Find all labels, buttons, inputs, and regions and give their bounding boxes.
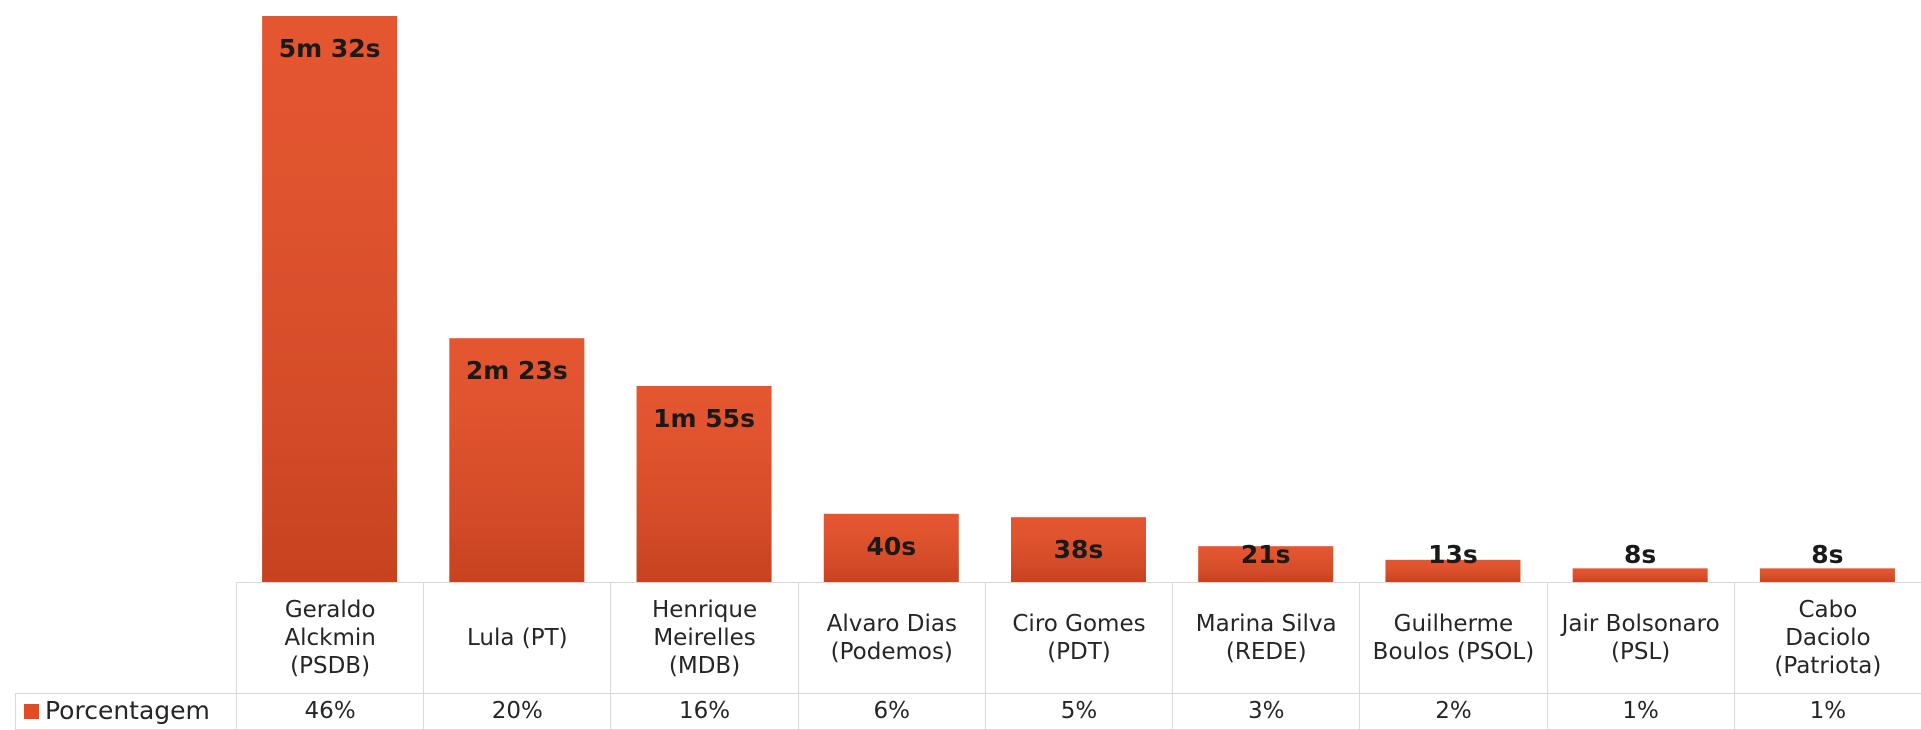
- bar-label: 1m 55s: [653, 404, 755, 433]
- bar-label: 13s: [1428, 540, 1478, 569]
- bar-shade: [636, 385, 772, 582]
- category-cell: Guilherme Boulos (PSOL): [1359, 582, 1548, 694]
- bar-shade: [1759, 568, 1895, 582]
- bar-label: 38s: [1054, 535, 1104, 564]
- table-cell: 2%: [1359, 693, 1548, 730]
- bar-shade: [262, 16, 398, 582]
- bar-shade: [1572, 568, 1708, 582]
- bar-label: 8s: [1811, 540, 1843, 569]
- table-cell: 1%: [1733, 693, 1921, 730]
- table-cell: 20%: [423, 693, 612, 730]
- bar-shade: [1011, 517, 1146, 582]
- category-cell: Ciro Gomes (PDT): [984, 582, 1174, 694]
- category-cell: Marina Silva (REDE): [1172, 582, 1361, 694]
- legend-swatch: [24, 704, 39, 719]
- legend-cell: Porcentagem: [15, 693, 237, 730]
- category-cell: Jair Bolsonaro (PSL): [1546, 582, 1735, 694]
- category-cell: Geraldo Alckmin (PSDB): [236, 582, 425, 694]
- category-cell: Alvaro Dias (Podemos): [797, 582, 986, 694]
- bar-shade: [1198, 546, 1334, 582]
- bar-shade: [823, 513, 959, 582]
- bar-shade: [449, 338, 585, 582]
- bar-label: 40s: [866, 532, 916, 561]
- bar-label: 21s: [1241, 540, 1291, 569]
- bar-label: 8s: [1624, 540, 1656, 569]
- table-cell: 6%: [797, 693, 986, 730]
- bar-label: 2m 23s: [466, 356, 568, 385]
- legend-label: Porcentagem: [45, 696, 210, 726]
- category-cell: Lula (PT): [423, 582, 612, 694]
- table-cell: 46%: [236, 693, 425, 730]
- table-cell: 1%: [1546, 693, 1735, 730]
- table-cell: 16%: [610, 693, 799, 730]
- bar-shade: [1385, 559, 1521, 582]
- category-cell: Henrique Meirelles (MDB): [610, 582, 799, 694]
- bar-label: 5m 32s: [279, 34, 381, 63]
- category-cell: Cabo Daciolo (Patriota): [1733, 582, 1921, 694]
- table-cell: 5%: [984, 693, 1174, 730]
- table-cell: 3%: [1172, 693, 1361, 730]
